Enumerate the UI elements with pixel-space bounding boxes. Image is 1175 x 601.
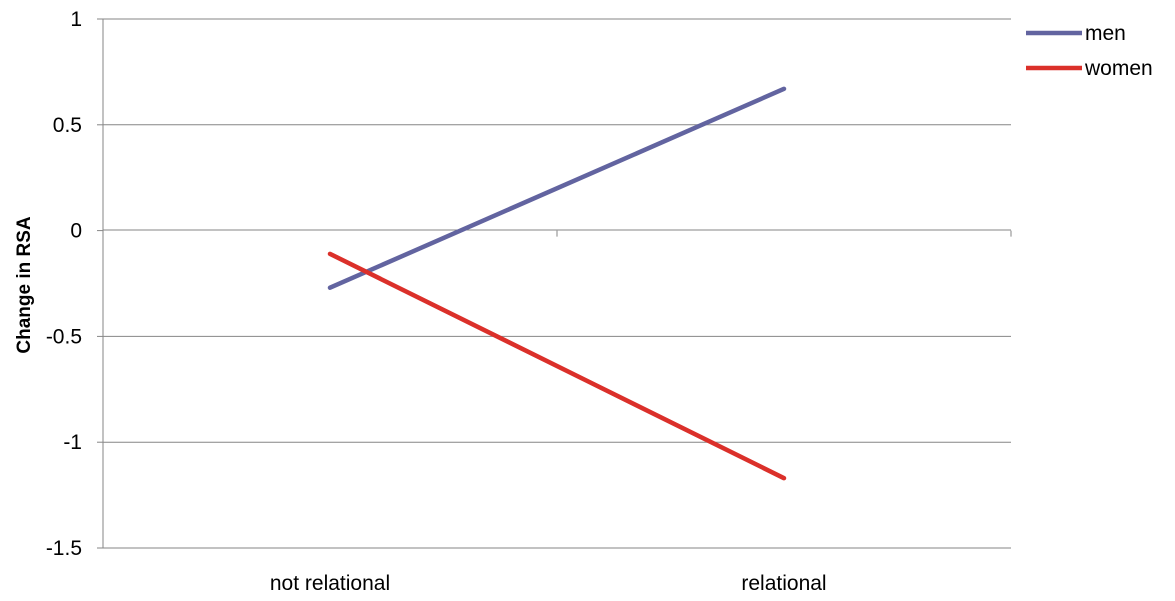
y-tick-label: -1 xyxy=(63,431,82,454)
y-tick-label: 1 xyxy=(70,8,82,31)
y-tick-labels: 1 0.5 0 -0.5 -1 -1.5 xyxy=(46,8,103,560)
y-tick-label: 0 xyxy=(70,220,82,243)
series-lines xyxy=(327,86,787,481)
gridlines xyxy=(103,18,1011,549)
y-tick-label: -1.5 xyxy=(46,537,82,560)
y-tick-label: -0.5 xyxy=(46,325,82,348)
legend-label-men: men xyxy=(1085,22,1126,45)
legend-label-women: women xyxy=(1084,57,1153,80)
x-tick-labels: not relational relational xyxy=(102,230,1012,595)
axes xyxy=(102,19,1011,548)
series-line-women xyxy=(327,251,787,481)
series-line-men xyxy=(327,86,787,290)
y-tick-label: 0.5 xyxy=(53,114,82,137)
x-tick-label: not relational xyxy=(270,572,390,595)
legend: men women xyxy=(1026,22,1153,80)
y-axis-title: Change in RSA xyxy=(14,216,35,354)
x-tick-label: relational xyxy=(741,572,826,595)
